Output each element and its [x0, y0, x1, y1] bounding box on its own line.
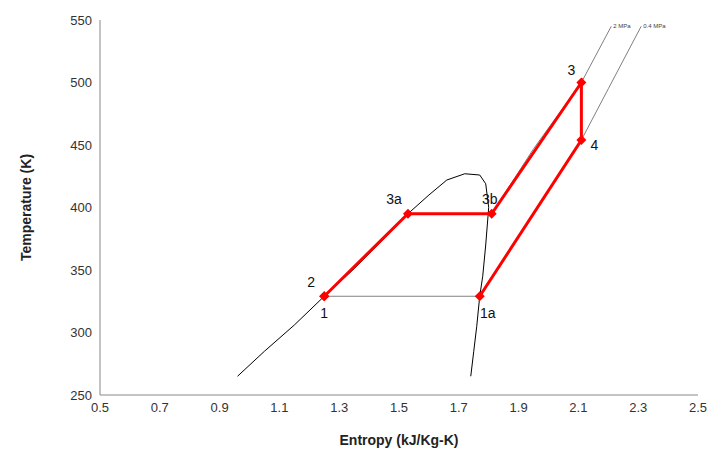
- svg-text:500: 500: [70, 75, 92, 90]
- svg-text:2.3: 2.3: [629, 400, 647, 415]
- svg-text:450: 450: [70, 138, 92, 153]
- svg-text:250: 250: [70, 388, 92, 403]
- svg-text:1a: 1a: [480, 305, 496, 321]
- svg-text:1: 1: [320, 305, 328, 321]
- svg-text:550: 550: [70, 13, 92, 28]
- svg-text:Temperature (K): Temperature (K): [18, 154, 34, 261]
- svg-text:1.5: 1.5: [390, 400, 408, 415]
- svg-text:1.7: 1.7: [450, 400, 468, 415]
- svg-text:2: 2: [307, 274, 315, 290]
- svg-text:3: 3: [567, 62, 575, 78]
- svg-text:Entropy (kJ/Kg-K): Entropy (kJ/Kg-K): [340, 432, 459, 448]
- svg-text:3a: 3a: [386, 191, 402, 207]
- svg-text:1.9: 1.9: [510, 400, 528, 415]
- svg-text:2.5: 2.5: [689, 400, 707, 415]
- svg-text:1.3: 1.3: [330, 400, 348, 415]
- svg-text:2 MPa: 2 MPa: [613, 23, 631, 29]
- svg-text:0.4 MPa: 0.4 MPa: [643, 23, 666, 29]
- svg-text:4: 4: [590, 137, 598, 153]
- svg-text:0.9: 0.9: [211, 400, 229, 415]
- svg-text:400: 400: [70, 200, 92, 215]
- svg-text:2.1: 2.1: [569, 400, 587, 415]
- svg-text:0.5: 0.5: [91, 400, 109, 415]
- svg-text:300: 300: [70, 325, 92, 340]
- svg-text:0.7: 0.7: [151, 400, 169, 415]
- svg-text:350: 350: [70, 263, 92, 278]
- svg-text:3b: 3b: [482, 191, 498, 207]
- svg-text:1.1: 1.1: [270, 400, 288, 415]
